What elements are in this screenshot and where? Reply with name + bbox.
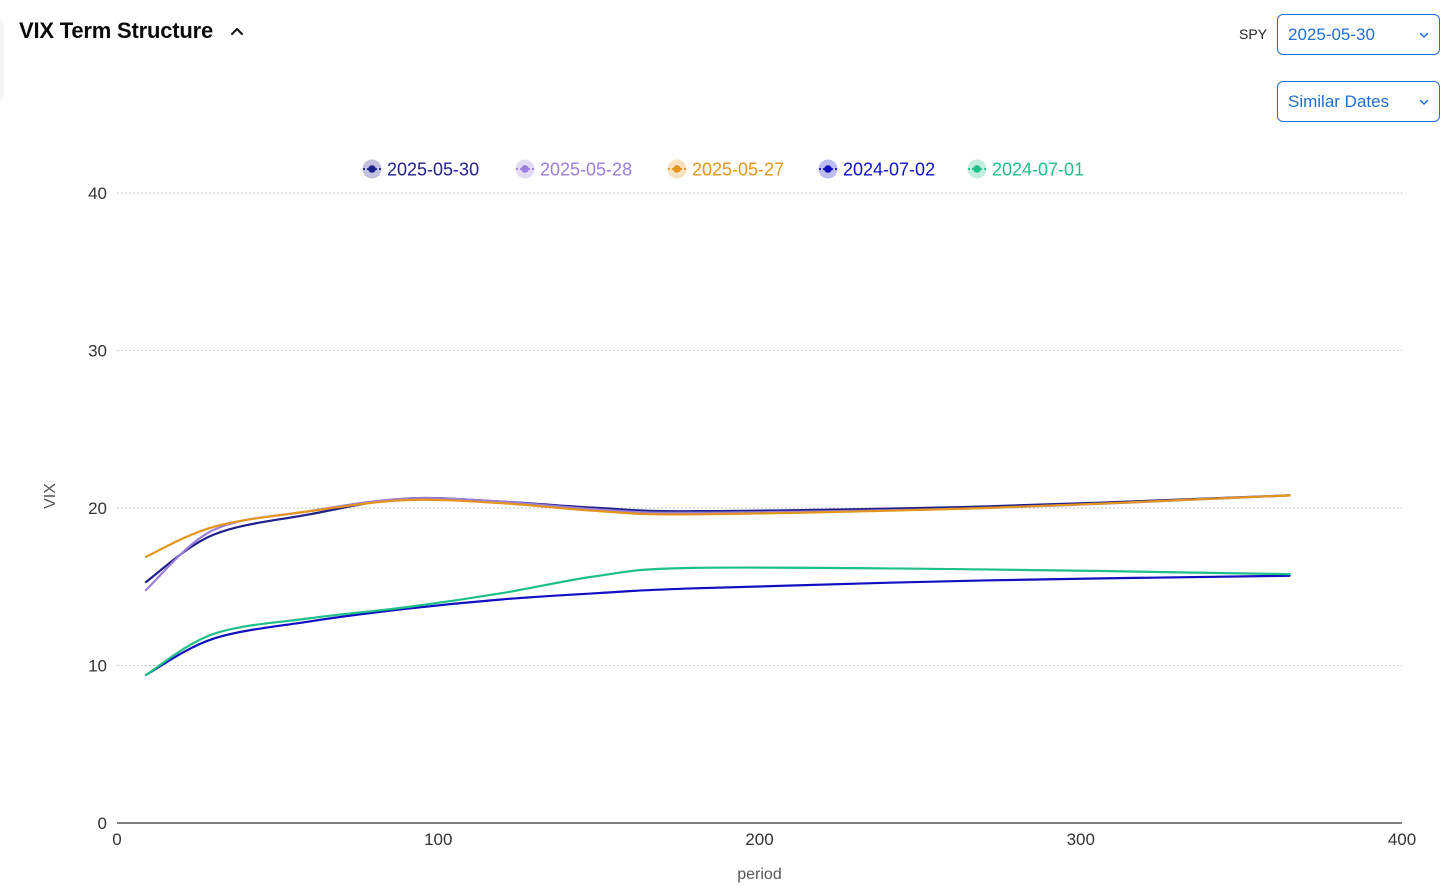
y-axis-title: VIX (42, 483, 59, 509)
date-select-value: 2025-05-30 (1288, 24, 1375, 44)
legend-item-4[interactable]: 2024-07-02 (818, 159, 936, 180)
series-line-4 (144, 574, 1291, 677)
legend-label: 2025-05-27 (692, 160, 784, 180)
chevron-down-icon (1419, 99, 1429, 105)
x-tick-label: 300 (1067, 830, 1095, 849)
y-tick-label: 20 (88, 499, 107, 518)
legend-item-5[interactable]: 2024-07-01 (967, 159, 1085, 180)
x-tick-label: 400 (1388, 830, 1416, 849)
chevron-up-icon (231, 28, 244, 35)
legend-marker-dot (973, 165, 981, 173)
legend-label: 2025-05-30 (387, 160, 479, 180)
similar-dates-select[interactable]: Similar Dates (1277, 81, 1440, 122)
y-tick-label: 30 (88, 342, 107, 361)
series-line-5 (144, 566, 1291, 677)
y-tick-label: 0 (98, 814, 107, 833)
legend-marker-dot (368, 165, 376, 173)
legend-item-2[interactable]: 2025-05-28 (515, 159, 633, 180)
x-tick-label: 100 (424, 830, 452, 849)
x-tick-label: 0 (112, 830, 121, 849)
series-line-3 (144, 494, 1291, 558)
similar-dates-select-value: Similar Dates (1288, 91, 1390, 111)
legend-label: 2024-07-01 (992, 160, 1084, 180)
series-line-1 (144, 494, 1291, 584)
y-tick-label: 10 (88, 657, 107, 676)
legend-marker-dot (521, 165, 529, 173)
ticker-label: SPY (1239, 26, 1268, 42)
legend-item-3[interactable]: 2025-05-27 (667, 159, 785, 180)
x-tick-label: 200 (745, 830, 773, 849)
legend-marker-dot (673, 165, 681, 173)
legend-label: 2025-05-28 (540, 160, 632, 180)
side-panel-edge (0, 20, 4, 100)
legend-label: 2024-07-02 (843, 160, 935, 180)
collapse-button[interactable] (229, 23, 245, 39)
legend-marker-dot (824, 165, 832, 173)
date-select[interactable]: 2025-05-30 (1277, 14, 1440, 55)
legend-item-1[interactable]: 2025-05-30 (362, 159, 480, 180)
header: VIX Term Structure (19, 18, 245, 44)
x-axis-title: period (737, 866, 781, 883)
chevron-down-icon (1419, 32, 1429, 38)
page-title: VIX Term Structure (19, 18, 214, 43)
y-tick-label: 40 (88, 184, 107, 203)
